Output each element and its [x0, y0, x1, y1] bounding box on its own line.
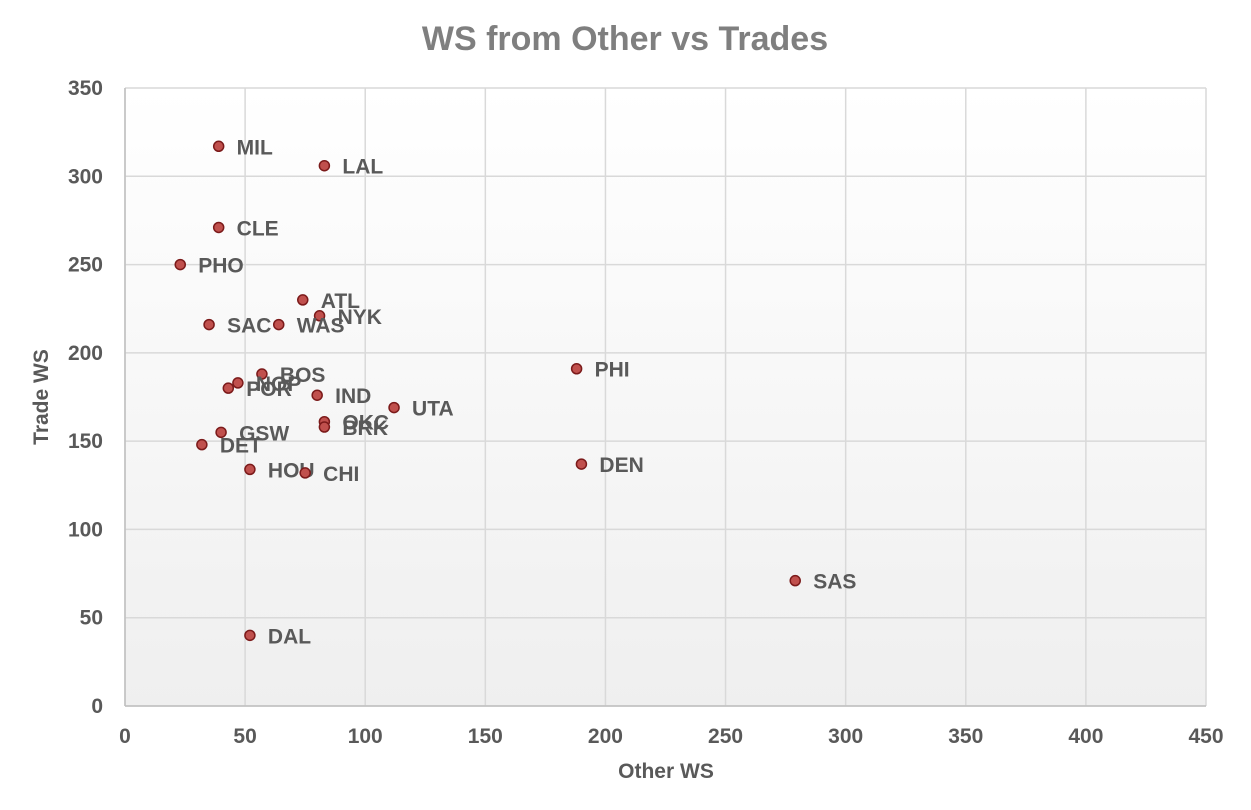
data-label: CLE	[237, 217, 279, 240]
data-label: NOP	[256, 373, 302, 396]
x-tick-label: 200	[588, 725, 623, 748]
x-tick-label: 0	[119, 725, 131, 748]
x-tick-label: 350	[948, 725, 983, 748]
y-tick-label: 50	[80, 607, 103, 630]
y-tick-label: 200	[68, 342, 103, 365]
data-label: DEN	[599, 454, 643, 477]
gridlines	[124, 87, 1207, 707]
data-label: BRK	[342, 417, 388, 440]
tick-labels: 0 50 100 150 200 250 300 350 400 450 0 50 100 150 200 2…	[68, 77, 1224, 748]
data-point	[313, 310, 326, 322]
data-point	[299, 467, 311, 479]
x-tick-label: 100	[348, 725, 383, 748]
x-tick-label: 450	[1188, 725, 1223, 748]
data-label: WAS	[297, 315, 345, 338]
x-tick-label: 250	[708, 725, 743, 748]
x-tick-label: 400	[1068, 725, 1103, 748]
x-axis-title: Other WS	[618, 760, 714, 783]
data-point	[212, 140, 225, 153]
y-tick-label: 150	[68, 430, 103, 453]
data-point	[297, 294, 309, 306]
data-label: CHI	[323, 463, 359, 486]
data-point	[272, 318, 285, 331]
data-point	[174, 258, 187, 271]
data-point	[256, 368, 268, 380]
data-point	[789, 574, 801, 587]
y-tick-label: 0	[91, 695, 103, 718]
y-axis-title: Trade WS	[30, 349, 53, 445]
data-point	[388, 401, 400, 414]
data-point	[232, 377, 244, 389]
data-point	[318, 421, 331, 433]
data-label: PHI	[595, 359, 630, 382]
data-point	[244, 629, 256, 642]
data-label: OKC	[342, 412, 389, 435]
data-label: NYK	[338, 306, 382, 329]
x-tick-label: 150	[468, 725, 503, 748]
data-point	[575, 458, 588, 470]
data-label: SAS	[813, 571, 856, 594]
data-point	[222, 382, 235, 394]
data-label: SAC	[227, 315, 271, 338]
data-point	[244, 463, 256, 476]
y-tick-label: 100	[68, 518, 103, 541]
chart-title: WS from Other vs Trades	[422, 20, 828, 58]
data-label: LAL	[342, 156, 383, 179]
data-point	[215, 426, 227, 439]
data-point	[212, 221, 225, 234]
data-point	[318, 159, 331, 172]
data-label: PHO	[198, 255, 244, 278]
data-label: GSW	[239, 422, 289, 445]
y-tick-label: 350	[68, 77, 103, 100]
plot-area	[125, 88, 1206, 706]
x-tick-label: 300	[828, 725, 863, 748]
data-point	[570, 362, 583, 375]
data-label: IND	[335, 385, 371, 408]
data-point	[196, 438, 208, 451]
data-label: POR	[246, 378, 292, 401]
y-tick-label: 300	[68, 165, 103, 188]
data-label: MIL	[237, 136, 273, 159]
data-label: DET	[220, 435, 262, 458]
y-tick-label: 250	[68, 254, 103, 277]
data-point	[311, 389, 323, 401]
data-label: ATL	[321, 290, 360, 313]
data-label: UTA	[412, 398, 454, 421]
data-label: BOS	[280, 364, 326, 387]
x-tick-label: 50	[233, 725, 256, 748]
data-point	[203, 318, 215, 331]
data-label: DAL	[268, 625, 311, 648]
